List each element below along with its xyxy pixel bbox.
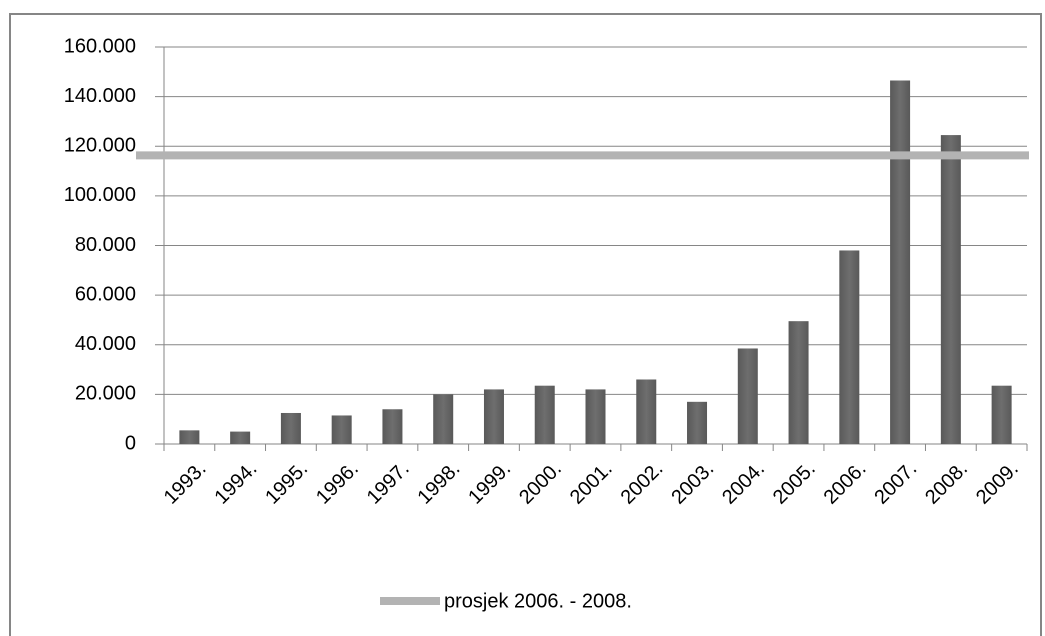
y-tick-label: 40.000 [75, 333, 136, 355]
y-tick-label: 20.000 [75, 383, 136, 405]
bar [940, 135, 961, 444]
bar [585, 389, 606, 444]
bar [280, 412, 301, 444]
y-tick-label: 160.000 [64, 35, 136, 57]
bar [382, 409, 403, 444]
bar [991, 385, 1012, 444]
bar [839, 250, 860, 444]
y-tick-label: 80.000 [75, 234, 136, 256]
bar [534, 385, 555, 444]
bar [483, 389, 504, 444]
y-tick-label: 120.000 [64, 135, 136, 157]
y-tick-label: 100.000 [64, 184, 136, 206]
bar [788, 321, 809, 444]
bar [687, 401, 708, 444]
y-tick-label: 140.000 [64, 85, 136, 107]
chart-border [9, 13, 1042, 636]
bar [737, 348, 758, 444]
y-tick-label: 60.000 [75, 283, 136, 305]
bar [636, 379, 657, 444]
legend-label: prosjek 2006. - 2008. [444, 590, 632, 612]
bar [890, 80, 911, 444]
y-tick-label: 0 [125, 432, 136, 454]
bar [331, 415, 352, 444]
bar [230, 431, 251, 444]
bar [433, 394, 454, 444]
bar [179, 430, 200, 444]
